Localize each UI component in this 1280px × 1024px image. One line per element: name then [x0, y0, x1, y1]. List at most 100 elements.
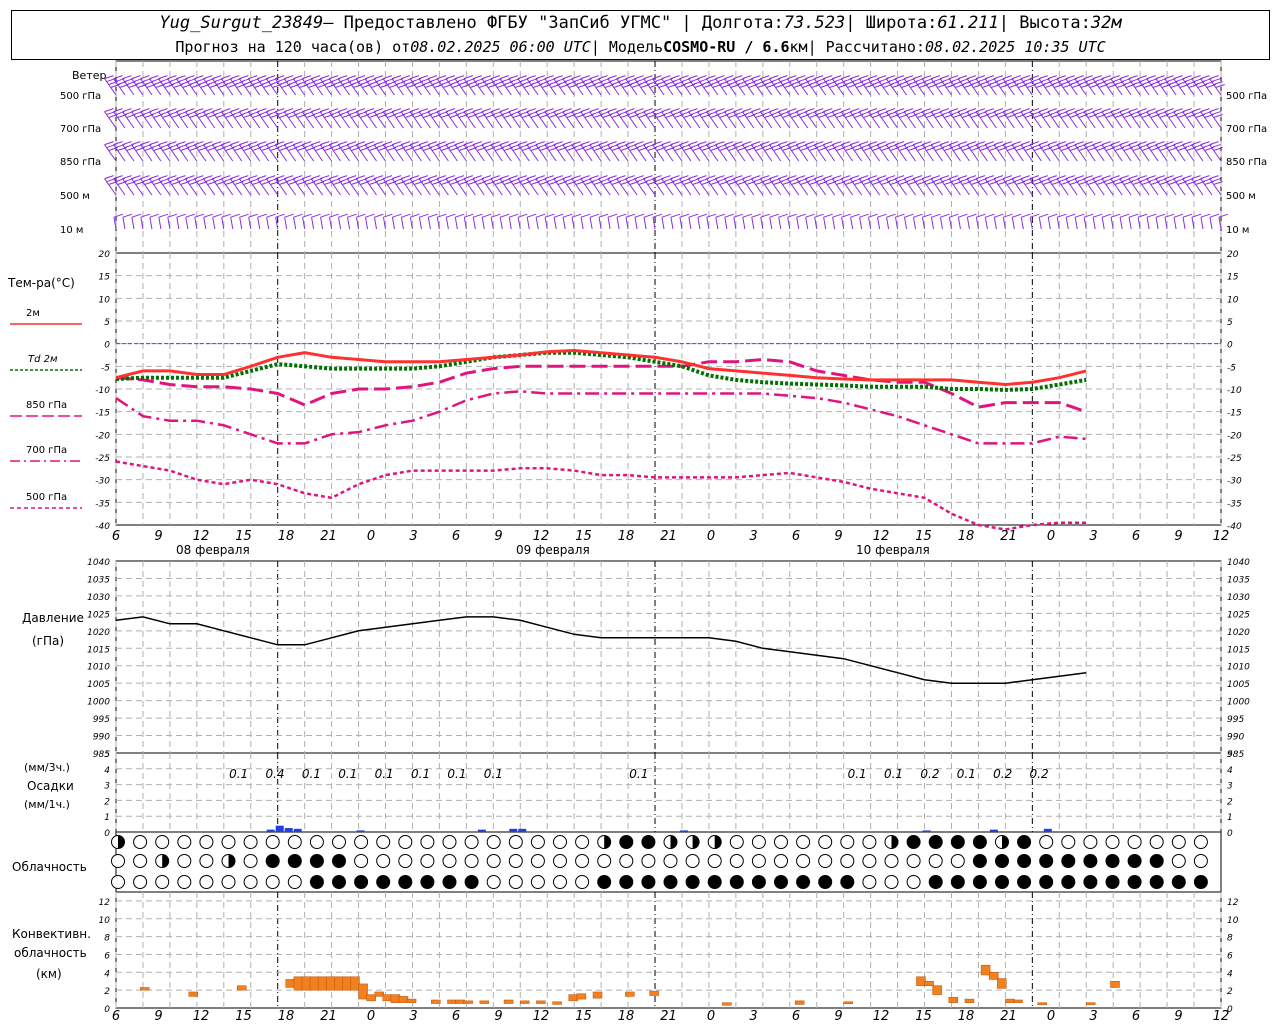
wind-barb-feather: [778, 75, 788, 80]
wind-barb: [248, 213, 258, 230]
wind-barb-feather: [913, 213, 923, 218]
cloud-symbol: [906, 875, 921, 889]
wind-barb-feather: [419, 213, 429, 218]
wind-barb-shaft: [876, 178, 890, 196]
wind-barb-feather: [948, 75, 959, 80]
wind-barb-feather: [158, 75, 168, 80]
wind-barb-feather: [993, 108, 1004, 113]
wind-barb-feather: [1047, 108, 1057, 113]
wind-barb-feather: [266, 75, 276, 80]
wind-barb: [643, 213, 654, 230]
wind-barb-feather: [940, 213, 950, 218]
wind-barb-shaft: [813, 144, 827, 162]
wind-barb-feather: [832, 75, 842, 80]
cloud-circle: [862, 875, 877, 889]
cloud-circle: [575, 875, 590, 889]
wind-barb: [1209, 213, 1220, 230]
hour-tick-label: 6: [452, 529, 460, 544]
wind-barb-feather: [814, 108, 824, 113]
wind-barb-shaft: [832, 217, 836, 230]
wind-barb-shaft: [1020, 111, 1033, 129]
wind-barb-shaft: [329, 217, 333, 230]
wind-barb-feather: [1101, 75, 1111, 80]
wind-barb-shaft: [858, 78, 872, 96]
cloud-symbol: [464, 835, 479, 849]
wind-barb-feather: [1173, 141, 1183, 146]
wind-barb-shaft: [1092, 178, 1105, 196]
wind-barb-shaft: [912, 78, 925, 96]
temp-tick-right: 0: [1227, 341, 1233, 351]
wind-barb-shaft: [283, 178, 297, 196]
wind-level-left: 500 гПа: [60, 91, 101, 102]
cloud-symbol: [486, 835, 501, 849]
wind-barb-feather: [985, 213, 995, 218]
precip-3h-value: 0.1: [229, 767, 248, 781]
wind-barb-feather: [535, 141, 545, 146]
wind-barb-shaft: [831, 111, 845, 129]
wind-barb-shaft: [616, 78, 629, 96]
wind-barb-shaft: [454, 217, 458, 230]
wind-barb-feather: [706, 141, 716, 146]
wind-barb-feather: [823, 141, 833, 146]
wind-barb: [868, 213, 878, 230]
longitude-value: 73.523: [783, 13, 846, 33]
wind-barb: [616, 213, 627, 230]
wind-barb-shaft: [1020, 178, 1033, 196]
wind-barb-feather: [841, 175, 851, 180]
wind-barb-feather: [445, 141, 456, 146]
wind-barb-feather: [939, 141, 950, 146]
wind-barb-feather: [472, 75, 483, 80]
wind-barb: [490, 213, 501, 230]
wind-barb-shaft: [679, 178, 692, 196]
wind-barb-shaft: [1218, 217, 1222, 230]
cloud-symbol: [1061, 835, 1076, 849]
cloud-symbol: [354, 875, 369, 889]
conv-label-2: облачность: [14, 946, 87, 960]
wind-barb-feather: [176, 141, 186, 146]
wind-barb-feather: [1128, 175, 1138, 180]
wind-barb-shaft: [858, 144, 872, 162]
wind-barb-feather: [436, 108, 447, 113]
wind-barb-feather: [527, 213, 537, 218]
hour-tick-label: 15: [235, 529, 252, 544]
wind-barb-shaft: [274, 144, 288, 162]
precip-tick-right: 1: [1227, 813, 1233, 823]
temp-tick-left: 15: [99, 273, 111, 283]
wind-barb-feather: [948, 108, 959, 113]
conv-bar: [285, 979, 296, 988]
wind-barb-feather: [149, 213, 160, 218]
wind-barb: [364, 108, 379, 129]
wind-barb: [760, 213, 770, 230]
wind-barb-feather: [212, 175, 222, 180]
cloud-circle: [287, 875, 302, 889]
hour-tick-label: 12: [193, 529, 210, 544]
wind-barb-shaft: [338, 217, 342, 230]
pres-tick-right: 1015: [1227, 645, 1250, 655]
wind-barb-shaft: [903, 111, 916, 129]
wind-barb-feather: [607, 213, 618, 218]
cloud-circle: [818, 835, 833, 849]
hour-tick-label-bottom: 6: [112, 1009, 120, 1024]
wind-level-left: 10 м: [60, 225, 83, 236]
wind-barb-feather: [967, 213, 977, 218]
wind-barb-feather: [993, 141, 1004, 146]
wind-barb-feather: [796, 75, 806, 80]
cloud-symbol: [1061, 875, 1076, 889]
cloud-symbol: [111, 835, 125, 849]
cloud-symbol: [685, 854, 700, 868]
wind-barb-shaft: [679, 144, 692, 162]
wind-barb-shaft: [679, 78, 692, 96]
wind-barb-shaft: [741, 111, 755, 129]
hour-tick-label: 21: [320, 529, 337, 544]
wind-barb-feather: [876, 75, 887, 80]
wind-barb-feather: [697, 141, 707, 146]
precip-label-1h: (мм/1ч.): [24, 798, 70, 811]
cloud-symbol: [619, 854, 634, 868]
conv-tick-left: 2: [104, 987, 110, 997]
cloud-circle: [398, 875, 413, 889]
wind-barb-shaft: [688, 144, 701, 162]
wind-barb-feather: [616, 108, 626, 113]
wind-barb-feather: [482, 213, 492, 218]
wind-barb-feather: [769, 141, 779, 146]
wind-barb-feather: [1200, 213, 1211, 218]
